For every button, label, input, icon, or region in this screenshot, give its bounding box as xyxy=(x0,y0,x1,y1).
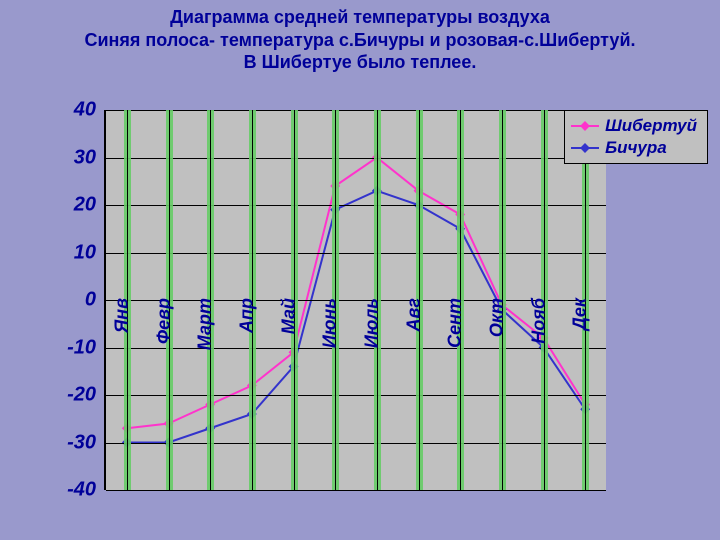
legend-label: Бичура xyxy=(605,137,667,159)
y-tick-label: 10 xyxy=(74,241,96,264)
y-tick-label: 20 xyxy=(74,194,96,217)
x-tick-label: Март xyxy=(195,298,216,350)
x-tick-label: Авг xyxy=(403,298,424,331)
x-tick-label: Июнь xyxy=(320,298,341,348)
x-tick-label: Апр xyxy=(236,298,257,333)
y-tick-label: -20 xyxy=(67,384,96,407)
legend-item-shibertuy: Шибертуй xyxy=(571,115,697,137)
y-tick-label: -40 xyxy=(67,479,96,502)
legend: Шибертуй Бичура xyxy=(564,110,708,164)
y-tick-label: 40 xyxy=(74,99,96,122)
x-tick-label: Окт xyxy=(486,298,507,337)
title-line-3: В Шибертуе было теплее. xyxy=(0,51,720,74)
title-line-2: Синяя полоса- температура с.Бичуры и роз… xyxy=(0,29,720,52)
chart-title: Диаграмма средней температуры воздуха Си… xyxy=(0,0,720,74)
y-tick-label: -10 xyxy=(67,336,96,359)
title-line-1: Диаграмма средней температуры воздуха xyxy=(0,6,720,29)
legend-item-bichura: Бичура xyxy=(571,137,697,159)
temperature-chart: 403020100-10-20-30-40 ЯнвФеврМартАпрМайИ… xyxy=(40,110,710,530)
legend-label: Шибертуй xyxy=(605,115,697,137)
x-tick-label: Янв xyxy=(111,298,132,333)
x-tick-label: Июль xyxy=(361,298,382,348)
x-tick-label: Сент xyxy=(445,298,466,348)
x-tick-label: Май xyxy=(278,298,299,334)
y-tick-label: 0 xyxy=(85,289,96,312)
y-axis-labels: 403020100-10-20-30-40 xyxy=(40,110,100,530)
x-tick-label: Нояб xyxy=(528,298,549,344)
y-tick-label: 30 xyxy=(74,146,96,169)
y-tick-label: -30 xyxy=(67,431,96,454)
x-tick-label: Февр xyxy=(153,298,174,344)
x-tick-label: Дек xyxy=(570,298,591,330)
